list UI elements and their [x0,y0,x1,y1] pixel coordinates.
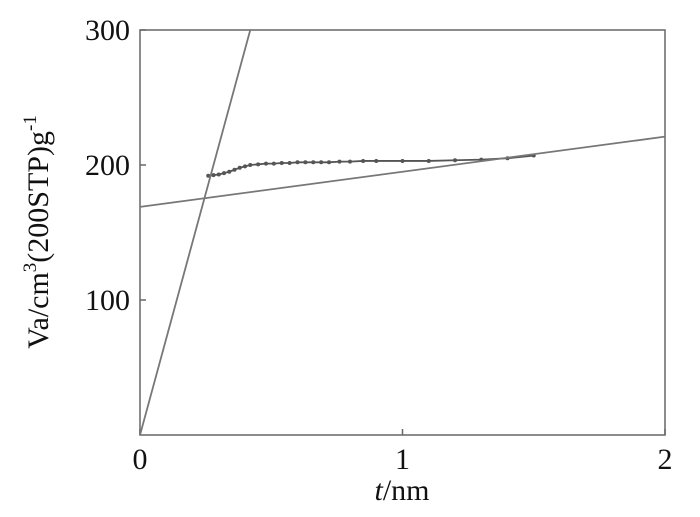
x-axis-label: t/nm [374,474,429,507]
data-point [264,161,268,166]
x-tick-label: 1 [395,443,410,476]
data-point [426,158,431,163]
data-point [232,167,237,172]
y-tick-label: 200 [85,149,130,182]
data-point [287,160,292,165]
x-label-part: t [374,474,383,507]
data-point [222,171,226,176]
data-point [295,160,300,165]
y-tick-label: 300 [85,14,130,47]
data-point [211,173,216,178]
data-point [303,160,308,165]
data-point [227,169,232,174]
y-label-sup: 3 [20,263,41,273]
data-point [256,162,261,167]
data-point [400,158,405,163]
plot-frame [139,29,666,436]
data-point [216,172,221,177]
x-tick-label: 0 [133,443,148,476]
data-point [319,160,324,165]
data-point [248,163,253,167]
series-line [140,30,252,435]
data-point [348,159,352,164]
series-line [140,135,665,208]
data-point [279,160,284,165]
data-point [337,159,342,164]
data-point [243,164,247,169]
data-point [311,160,316,165]
y-axis-label: Va/cm3(200STP)g-1 [20,115,55,349]
data-point [237,165,242,170]
y-label-sup: -1 [20,115,41,131]
y-label-part: (200STP)g [22,131,55,263]
data-point [361,158,366,163]
x-label-part: /nm [383,474,430,507]
data-point [453,158,457,163]
y-label-part: Va/cm [22,272,55,349]
data-point [206,173,211,178]
data-point [271,161,276,166]
y-tick-label: 100 [85,284,130,317]
data-point [374,158,379,163]
x-tick-label: 2 [658,443,673,476]
data-point [327,160,331,165]
